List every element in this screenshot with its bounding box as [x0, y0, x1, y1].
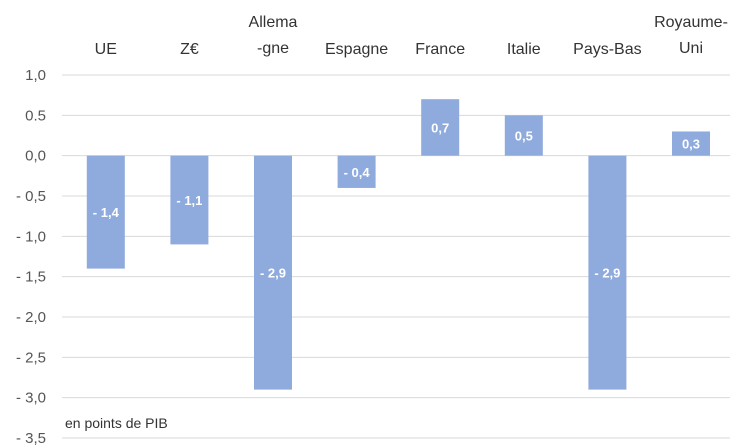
bar: [86, 155, 125, 269]
category-label: Allema -gne: [249, 14, 298, 57]
gridlines: [62, 74, 730, 439]
data-label: - 2,9: [260, 266, 286, 281]
y-tick-label: - 0,5: [16, 188, 46, 205]
data-label: 0,7: [431, 120, 449, 135]
data-label: - 1,1: [176, 193, 202, 208]
bar: [170, 155, 209, 245]
bar: [254, 155, 292, 390]
y-tick-label: - 2,0: [16, 309, 46, 326]
data-label: - 2,9: [594, 266, 620, 281]
category-label: Z€: [180, 41, 199, 58]
data-label: 0,3: [682, 137, 700, 152]
y-tick-label: - 2,5: [16, 349, 46, 366]
category-label: UE: [95, 41, 117, 58]
bar: [588, 155, 627, 390]
category-label: France: [415, 41, 465, 58]
y-tick-label: - 3,5: [16, 430, 46, 447]
y-tick-label: - 3,0: [16, 390, 46, 407]
bars: [86, 99, 710, 390]
y-axis-ticks: 1,0 0.5 0,0 - 0,5 - 1,0 - 1,5 - 2,0 - 2,5 - 3,0 -…: [16, 67, 46, 447]
unit-annotation: en points de PIB: [65, 415, 168, 431]
bar: [337, 155, 376, 188]
category-label: Italie: [507, 41, 541, 58]
category-label: Pays-Bas: [573, 41, 641, 58]
data-labels: - 1,4 - 1,1 - 2,9 - 0,4 0,7 0,5 - 2,9 0,3: [93, 120, 700, 280]
y-tick-label: - 1,5: [16, 269, 46, 286]
y-tick-label: 0.5: [25, 107, 46, 124]
data-label: - 0,4: [344, 165, 371, 180]
category-label: Royaume-Uni: [654, 14, 728, 57]
y-tick-label: 0,0: [25, 148, 46, 165]
data-label: 0,5: [515, 129, 533, 144]
y-tick-label: - 1,0: [16, 228, 46, 245]
bar: [504, 115, 543, 156]
y-tick-label: 1,0: [25, 67, 46, 84]
data-label: - 1,4: [93, 205, 120, 220]
bar: [421, 99, 460, 156]
category-label: Espagne: [325, 41, 388, 58]
category-labels: UE Z€ Allema -gne Espagne France Italie Pays-Ba…: [95, 14, 728, 58]
bar: [672, 131, 710, 156]
